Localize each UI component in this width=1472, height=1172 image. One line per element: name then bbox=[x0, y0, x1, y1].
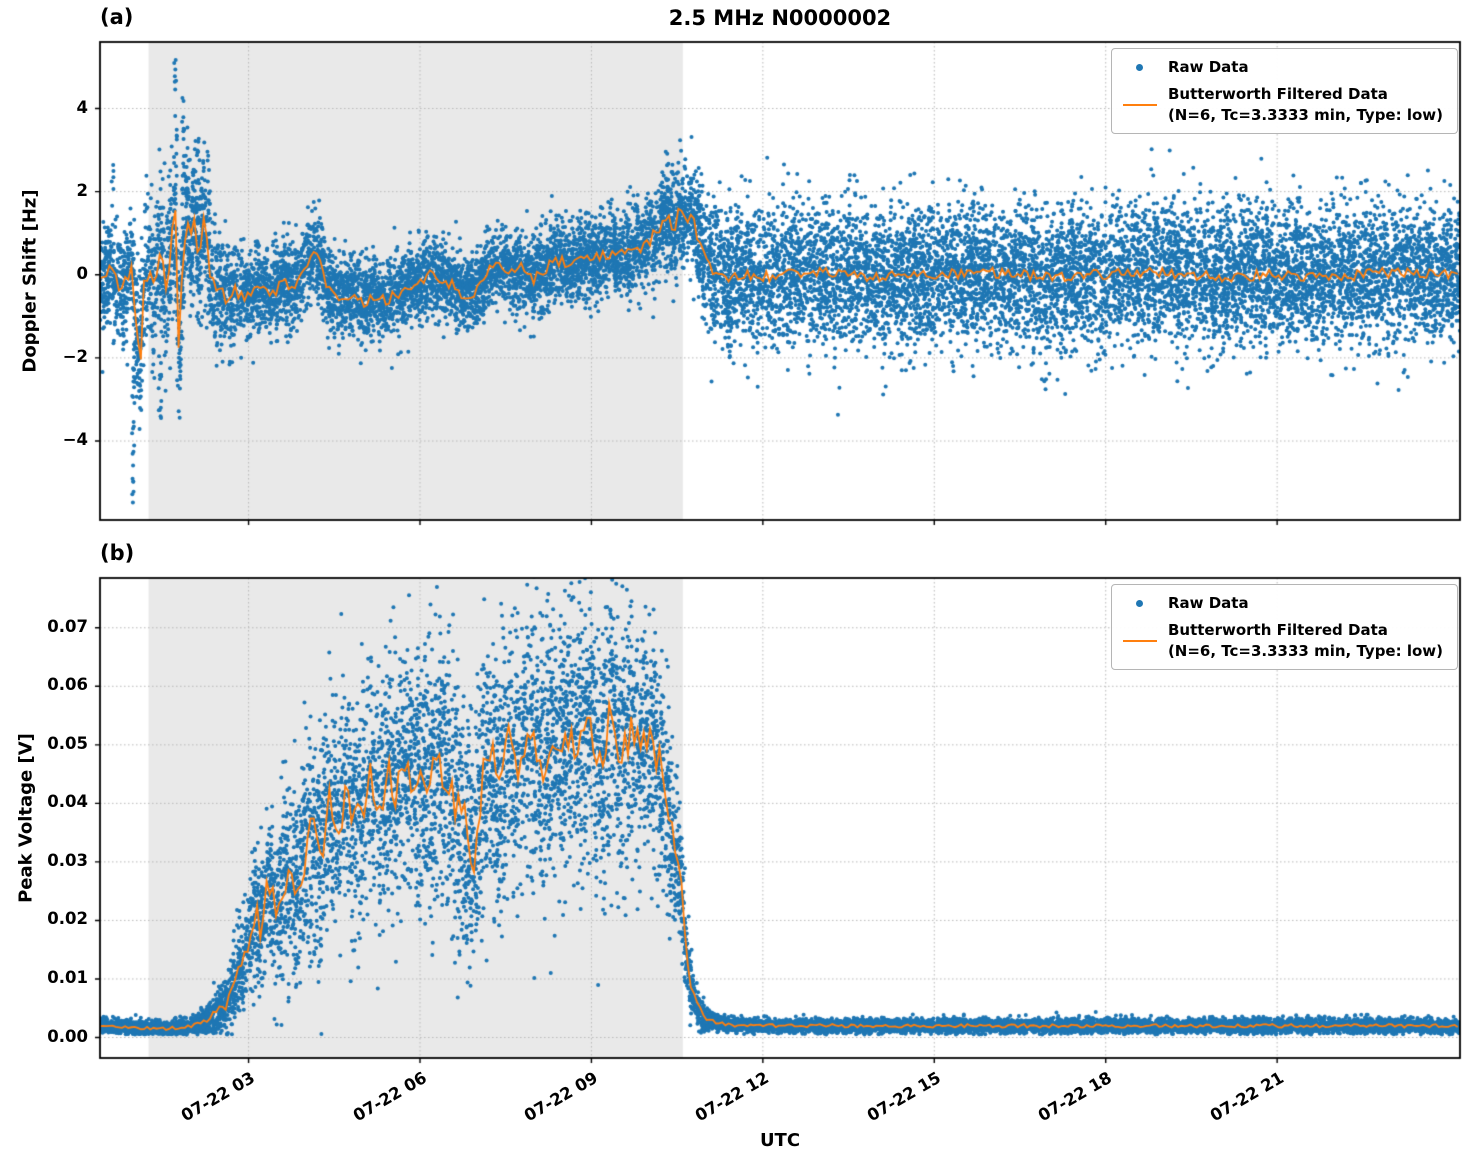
chart-title: 2.5 MHz N0000002 bbox=[668, 6, 892, 30]
filtered-data-marker-cell bbox=[1120, 639, 1160, 642]
legend-raw-entry: Raw Data bbox=[1120, 593, 1443, 613]
y-tick-label: 0.06 bbox=[47, 675, 88, 695]
x-axis-label: UTC bbox=[759, 1130, 801, 1151]
legend-raw-entry: Raw Data bbox=[1120, 57, 1443, 77]
legend-raw-label: Raw Data bbox=[1167, 58, 1249, 76]
y-tick-label: −2 bbox=[62, 346, 88, 366]
legend-raw-label: Raw Data bbox=[1167, 594, 1249, 612]
y-tick-label: −4 bbox=[62, 430, 88, 450]
legend-a: Raw Data Butterworth Filtered Data (N=6, … bbox=[1110, 48, 1458, 134]
y-tick-label: 0.07 bbox=[47, 616, 88, 636]
y-tick-label: 2 bbox=[76, 180, 88, 200]
y-axis-label-b: Peak Voltage [V] bbox=[15, 733, 37, 903]
legend-filtered-label-line1: Butterworth Filtered Data bbox=[1167, 621, 1388, 640]
raw-data-dot-icon bbox=[1136, 599, 1144, 607]
y-tick-label: 0.04 bbox=[47, 792, 88, 812]
y-tick-label: 0.03 bbox=[47, 850, 88, 870]
filtered-data-line-icon bbox=[1122, 639, 1157, 642]
y-tick-label: 0.00 bbox=[47, 1026, 88, 1046]
raw-data-marker-cell bbox=[1120, 63, 1160, 71]
legend-filtered-label: Butterworth Filtered Data (N=6, Tc=3.3333… bbox=[1168, 620, 1443, 661]
y-tick-label: 0.01 bbox=[47, 967, 88, 987]
legend-filtered-label-line2: (N=6, Tc=3.3333 min, Type: low) bbox=[1167, 641, 1443, 660]
filtered-data-line-icon bbox=[1122, 103, 1157, 106]
legend-filtered-label: Butterworth Filtered Data (N=6, Tc=3.3333… bbox=[1168, 84, 1443, 125]
raw-data-dot-icon bbox=[1136, 63, 1144, 71]
raw-data-marker-cell bbox=[1120, 599, 1160, 607]
y-tick-label: 0 bbox=[76, 263, 88, 283]
y-tick-label: 0.02 bbox=[47, 909, 88, 929]
panel-a-label: (a) bbox=[100, 5, 134, 29]
legend-b: Raw Data Butterworth Filtered Data (N=6, … bbox=[1110, 584, 1458, 670]
legend-filtered-entry: Butterworth Filtered Data (N=6, Tc=3.3333… bbox=[1120, 84, 1443, 125]
legend-filtered-label-line2: (N=6, Tc=3.3333 min, Type: low) bbox=[1167, 105, 1443, 124]
y-tick-label: 4 bbox=[76, 97, 88, 117]
panel-b-label: (b) bbox=[100, 541, 135, 565]
filtered-data-marker-cell bbox=[1120, 103, 1160, 106]
y-tick-label: 0.05 bbox=[47, 733, 88, 753]
legend-filtered-entry: Butterworth Filtered Data (N=6, Tc=3.3333… bbox=[1120, 620, 1443, 661]
legend-filtered-label-line1: Butterworth Filtered Data bbox=[1167, 85, 1388, 104]
